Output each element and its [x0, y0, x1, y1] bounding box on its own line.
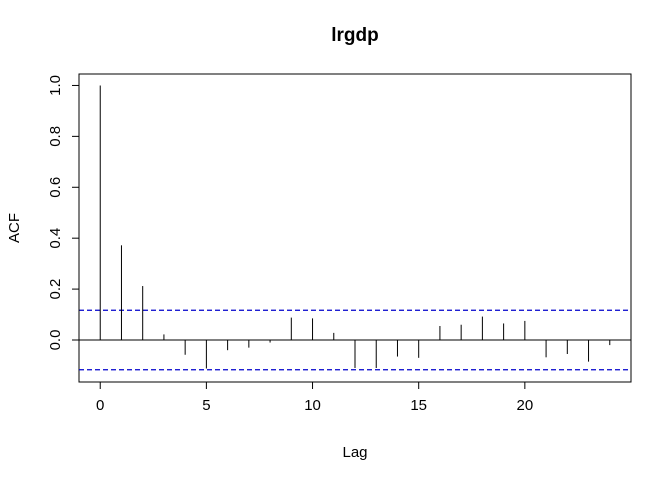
y-axis: 0.0 0.2 0.4 0.6 0.8 1.0: [47, 75, 80, 351]
x-tick-label: 5: [202, 397, 210, 414]
y-tick-label: 0.0: [47, 330, 64, 351]
y-tick-label: 0.8: [47, 126, 64, 147]
x-tick-label: 20: [517, 397, 534, 414]
chart-title: lrgdp: [331, 25, 379, 46]
y-axis-label: ACF: [6, 213, 23, 243]
x-axis: 0 5 10 15 20: [96, 381, 534, 414]
x-axis-label: Lag: [342, 444, 367, 461]
plot-frame: [78, 73, 632, 383]
y-tick-label: 0.2: [47, 279, 64, 300]
y-tick-label: 1.0: [47, 75, 64, 96]
x-tick-label: 15: [410, 397, 427, 414]
x-tick-label: 10: [304, 397, 321, 414]
y-tick-label: 0.6: [47, 177, 64, 198]
x-tick-label: 0: [96, 397, 104, 414]
y-tick-label: 0.4: [47, 228, 64, 249]
confidence-bounds: [79, 309, 631, 371]
acf-spikes: [99, 85, 611, 369]
